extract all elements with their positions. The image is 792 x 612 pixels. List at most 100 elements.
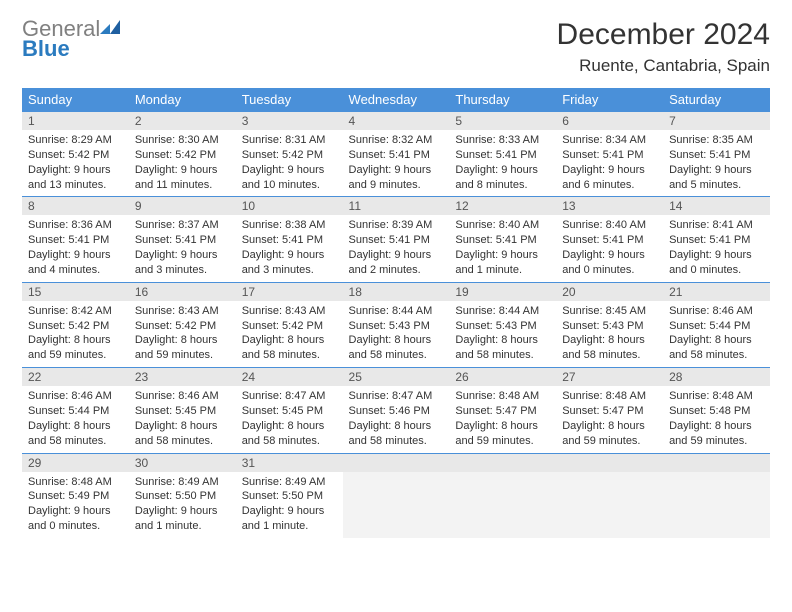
sunset-text: Sunset: 5:42 PM — [242, 319, 337, 334]
calendar-day-cell: 20Sunrise: 8:45 AMSunset: 5:43 PMDayligh… — [556, 282, 663, 367]
day-info: Sunrise: 8:32 AMSunset: 5:41 PMDaylight:… — [343, 130, 450, 196]
day-number-empty — [556, 454, 663, 472]
sunset-text: Sunset: 5:41 PM — [669, 148, 764, 163]
daylight-text-2: and 5 minutes. — [669, 178, 764, 193]
calendar-day-cell: 17Sunrise: 8:43 AMSunset: 5:42 PMDayligh… — [236, 282, 343, 367]
weekday-header: Tuesday — [236, 88, 343, 112]
calendar-day-cell: 29Sunrise: 8:48 AMSunset: 5:49 PMDayligh… — [22, 453, 129, 538]
day-info: Sunrise: 8:46 AMSunset: 5:44 PMDaylight:… — [22, 386, 129, 452]
day-info: Sunrise: 8:31 AMSunset: 5:42 PMDaylight:… — [236, 130, 343, 196]
daylight-text-1: Daylight: 8 hours — [562, 419, 657, 434]
daylight-text-1: Daylight: 8 hours — [455, 419, 550, 434]
daylight-text-1: Daylight: 8 hours — [349, 333, 444, 348]
calendar-day-cell: 31 Sunrise: 8:49 AMSunset: 5:50 PMDayligh… — [236, 453, 343, 538]
weekday-header-row: SundayMondayTuesdayWednesdayThursdayFrid… — [22, 88, 770, 112]
daylight-text-1: Daylight: 9 hours — [455, 163, 550, 178]
sunset-text: Sunset: 5:49 PM — [28, 489, 123, 504]
sunrise-text: Sunrise: 8:44 AM — [349, 304, 444, 319]
daylight-text-2: and 11 minutes. — [135, 178, 230, 193]
sunset-text: Sunset: 5:50 PM — [135, 489, 230, 504]
day-number: 28 — [663, 368, 770, 386]
daylight-text-2: and 0 minutes. — [669, 263, 764, 278]
calendar-day-cell: 2Sunrise: 8:30 AMSunset: 5:42 PMDaylight… — [129, 112, 236, 197]
sunrise-text: Sunrise: 8:49 AM — [242, 475, 337, 490]
daylight-text-2: and 58 minutes. — [135, 434, 230, 449]
sunrise-text: Sunrise: 8:38 AM — [242, 218, 337, 233]
calendar-day-cell: 10Sunrise: 8:38 AMSunset: 5:41 PMDayligh… — [236, 197, 343, 282]
sunrise-text: Sunrise: 8:47 AM — [242, 389, 337, 404]
weekday-header: Saturday — [663, 88, 770, 112]
sunrise-text: Sunrise: 8:43 AM — [135, 304, 230, 319]
day-info: Sunrise: 8:41 AMSunset: 5:41 PMDaylight:… — [663, 215, 770, 281]
sunrise-text: Sunrise: 8:33 AM — [455, 133, 550, 148]
sunrise-text: Sunrise: 8:40 AM — [455, 218, 550, 233]
daylight-text-2: and 58 minutes. — [242, 348, 337, 363]
daylight-text-1: Daylight: 8 hours — [135, 419, 230, 434]
calendar-day-cell: 26Sunrise: 8:48 AMSunset: 5:47 PMDayligh… — [449, 368, 556, 453]
daylight-text-2: and 58 minutes. — [349, 434, 444, 449]
calendar-day-cell: 23Sunrise: 8:46 AMSunset: 5:45 PMDayligh… — [129, 368, 236, 453]
calendar-day-cell: 15Sunrise: 8:42 AMSunset: 5:42 PMDayligh… — [22, 282, 129, 367]
day-info: Sunrise: 8:48 AMSunset: 5:48 PMDaylight:… — [663, 386, 770, 452]
day-number: 31 — [236, 454, 343, 472]
day-number-empty — [449, 454, 556, 472]
calendar-day-cell: 3Sunrise: 8:31 AMSunset: 5:42 PMDaylight… — [236, 112, 343, 197]
day-number: 19 — [449, 283, 556, 301]
sunset-text: Sunset: 5:41 PM — [455, 233, 550, 248]
day-info: Sunrise: 8:40 AMSunset: 5:41 PMDaylight:… — [556, 215, 663, 281]
sunset-text: Sunset: 5:50 PM — [242, 489, 337, 504]
daylight-text-2: and 0 minutes. — [562, 263, 657, 278]
daylight-text-1: Daylight: 9 hours — [242, 163, 337, 178]
calendar-day-cell: 22Sunrise: 8:46 AMSunset: 5:44 PMDayligh… — [22, 368, 129, 453]
daylight-text-2: and 58 minutes. — [242, 434, 337, 449]
sunset-text: Sunset: 5:42 PM — [135, 148, 230, 163]
daylight-text-1: Daylight: 8 hours — [669, 419, 764, 434]
sunset-text: Sunset: 5:41 PM — [562, 148, 657, 163]
daylight-text-1: Daylight: 9 hours — [28, 504, 123, 519]
daylight-text-1: Daylight: 8 hours — [349, 419, 444, 434]
day-number: 20 — [556, 283, 663, 301]
day-info: Sunrise: 8:46 AMSunset: 5:45 PMDaylight:… — [129, 386, 236, 452]
calendar-empty-cell — [556, 453, 663, 538]
daylight-text-1: Daylight: 8 hours — [455, 333, 550, 348]
sunrise-text: Sunrise: 8:42 AM — [28, 304, 123, 319]
brand-part2: Blue — [22, 38, 122, 60]
calendar-week-row: 29Sunrise: 8:48 AMSunset: 5:49 PMDayligh… — [22, 453, 770, 538]
day-info: Sunrise: 8:39 AMSunset: 5:41 PMDaylight:… — [343, 215, 450, 281]
title-block: December 2024 Ruente, Cantabria, Spain — [557, 18, 770, 76]
day-number: 21 — [663, 283, 770, 301]
day-number: 12 — [449, 197, 556, 215]
weekday-header: Friday — [556, 88, 663, 112]
daylight-text-2: and 2 minutes. — [349, 263, 444, 278]
sunset-text: Sunset: 5:42 PM — [135, 319, 230, 334]
daylight-text-1: Daylight: 9 hours — [135, 248, 230, 263]
sunrise-text: Sunrise: 8:48 AM — [562, 389, 657, 404]
calendar-day-cell: 18Sunrise: 8:44 AMSunset: 5:43 PMDayligh… — [343, 282, 450, 367]
sunrise-text: Sunrise: 8:43 AM — [242, 304, 337, 319]
calendar-empty-cell — [663, 453, 770, 538]
daylight-text-1: Daylight: 9 hours — [242, 504, 337, 519]
sunset-text: Sunset: 5:45 PM — [135, 404, 230, 419]
calendar-day-cell: 11Sunrise: 8:39 AMSunset: 5:41 PMDayligh… — [343, 197, 450, 282]
daylight-text-1: Daylight: 9 hours — [349, 248, 444, 263]
calendar-table: SundayMondayTuesdayWednesdayThursdayFrid… — [22, 88, 770, 538]
daylight-text-1: Daylight: 8 hours — [562, 333, 657, 348]
weekday-header: Thursday — [449, 88, 556, 112]
day-info: Sunrise: 8:43 AMSunset: 5:42 PMDaylight:… — [236, 301, 343, 367]
day-info: Sunrise: 8:44 AMSunset: 5:43 PMDaylight:… — [449, 301, 556, 367]
sunset-text: Sunset: 5:41 PM — [669, 233, 764, 248]
sunrise-text: Sunrise: 8:48 AM — [455, 389, 550, 404]
day-number: 26 — [449, 368, 556, 386]
calendar-day-cell: 19Sunrise: 8:44 AMSunset: 5:43 PMDayligh… — [449, 282, 556, 367]
sunset-text: Sunset: 5:45 PM — [242, 404, 337, 419]
day-number: 14 — [663, 197, 770, 215]
logo-icon — [100, 18, 122, 40]
day-info: Sunrise: 8:49 AMSunset: 5:50 PMDaylight:… — [129, 472, 236, 538]
location: Ruente, Cantabria, Spain — [557, 56, 770, 76]
day-info: Sunrise: 8:40 AMSunset: 5:41 PMDaylight:… — [449, 215, 556, 281]
day-info: Sunrise: 8:46 AMSunset: 5:44 PMDaylight:… — [663, 301, 770, 367]
day-number: 11 — [343, 197, 450, 215]
daylight-text-1: Daylight: 9 hours — [28, 248, 123, 263]
sunset-text: Sunset: 5:44 PM — [28, 404, 123, 419]
sunset-text: Sunset: 5:43 PM — [349, 319, 444, 334]
